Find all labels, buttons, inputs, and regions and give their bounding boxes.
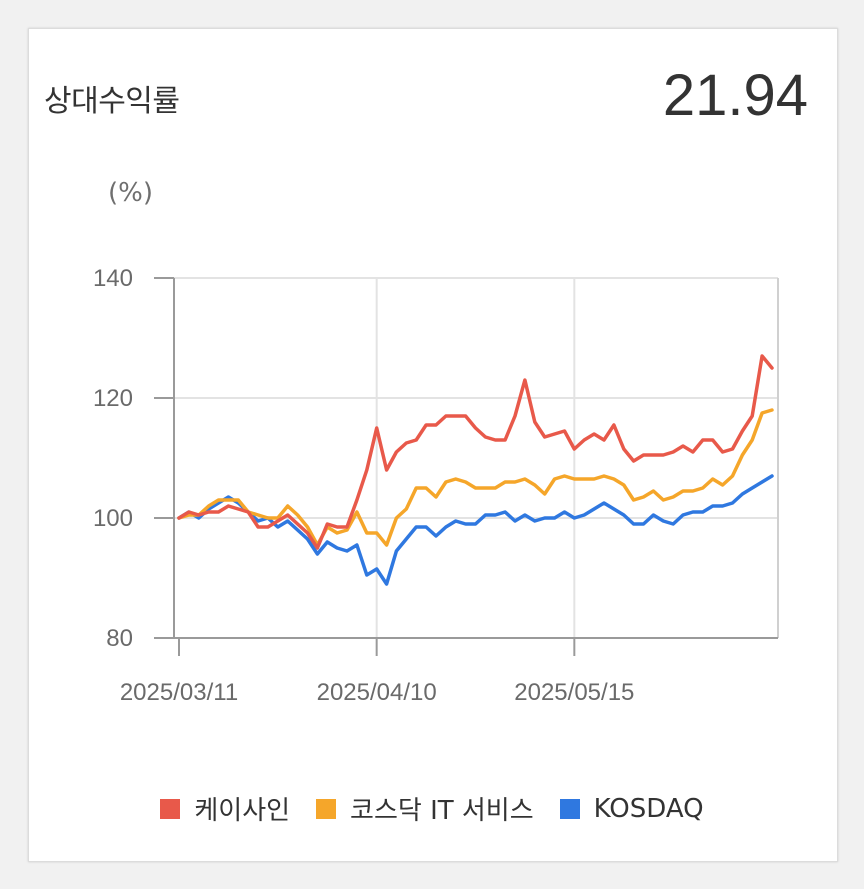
legend-swatch-keisign [160,798,181,819]
chart-legend: 케이사인 코스닥 IT 서비스 KOSDAQ [0,790,864,827]
legend-label-kosdaq-it-service: 코스닥 IT 서비스 [350,796,534,826]
chart-axes [173,278,779,639]
y-tick-label: 100 [93,505,133,532]
y-tick-label: 140 [93,265,133,292]
x-axis-ticks: 2025/03/11 2025/04/10 2025/05/15 [120,638,634,706]
legend-item-keisign[interactable]: 케이사인 [160,790,290,827]
x-tick-label: 2025/04/10 [317,679,437,706]
y-tick-label: 80 [106,625,133,652]
series-line-kosdaq [177,474,774,586]
return-value: 21.94 [662,63,808,128]
legend-swatch-kosdaq [559,798,580,819]
y-tick-label: 120 [93,385,133,412]
legend-label-keisign: 케이사인 [194,796,291,826]
legend-item-kosdaq[interactable]: KOSDAQ [559,793,704,824]
x-tick-label: 2025/05/15 [514,679,634,706]
series-line-keisign [177,354,774,550]
y-axis-ticks: 140 120 100 80 [93,265,174,652]
series-line-kosdaq-it-service [177,408,774,547]
chart-card [28,28,838,862]
chart-title: 상대수익률 [44,84,180,119]
y-unit-label: (%) [108,178,153,208]
legend-swatch-kosdaq-it-service [316,798,337,819]
chart-grid [174,277,778,638]
legend-item-kosdaq-it-service[interactable]: 코스닥 IT 서비스 [316,790,534,827]
chart-series [177,354,774,586]
legend-label-kosdaq: KOSDAQ [593,793,704,824]
x-tick-label: 2025/03/11 [120,679,238,706]
